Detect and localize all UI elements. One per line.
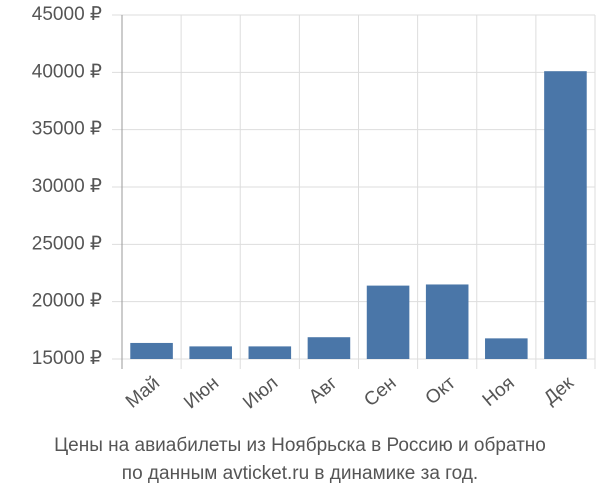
- chart-title: Цены на авиабилеты из Ноябрьска в Россию…: [54, 435, 546, 456]
- x-tick-label: Май: [122, 373, 164, 413]
- y-tick-label: 40000 ₽: [32, 61, 102, 82]
- x-tick-label: Ноя: [479, 373, 519, 411]
- x-tick-label: Окт: [422, 372, 460, 409]
- bar: [189, 346, 232, 359]
- bar: [485, 338, 528, 359]
- y-tick-label: 25000 ₽: [32, 233, 102, 254]
- bar: [425, 284, 469, 359]
- y-tick-label: 35000 ₽: [32, 119, 102, 140]
- y-tick-label: 45000 ₽: [32, 4, 102, 25]
- bar: [366, 285, 410, 359]
- y-tick-label: 30000 ₽: [32, 176, 102, 197]
- bar: [544, 71, 587, 359]
- x-tick-label: Авг: [305, 373, 341, 408]
- bar: [130, 342, 173, 359]
- chart-title: по данным avticket.ru в динамике за год.: [122, 463, 478, 484]
- y-tick-label: 20000 ₽: [32, 291, 102, 312]
- x-tick-label: Июн: [180, 373, 223, 414]
- x-tick-label: Дек: [540, 372, 578, 409]
- bar: [307, 337, 351, 359]
- y-tick-label: 15000 ₽: [32, 348, 102, 369]
- bar: [248, 346, 292, 359]
- x-tick-label: Сен: [360, 373, 400, 411]
- x-tick-label: Июл: [239, 373, 282, 414]
